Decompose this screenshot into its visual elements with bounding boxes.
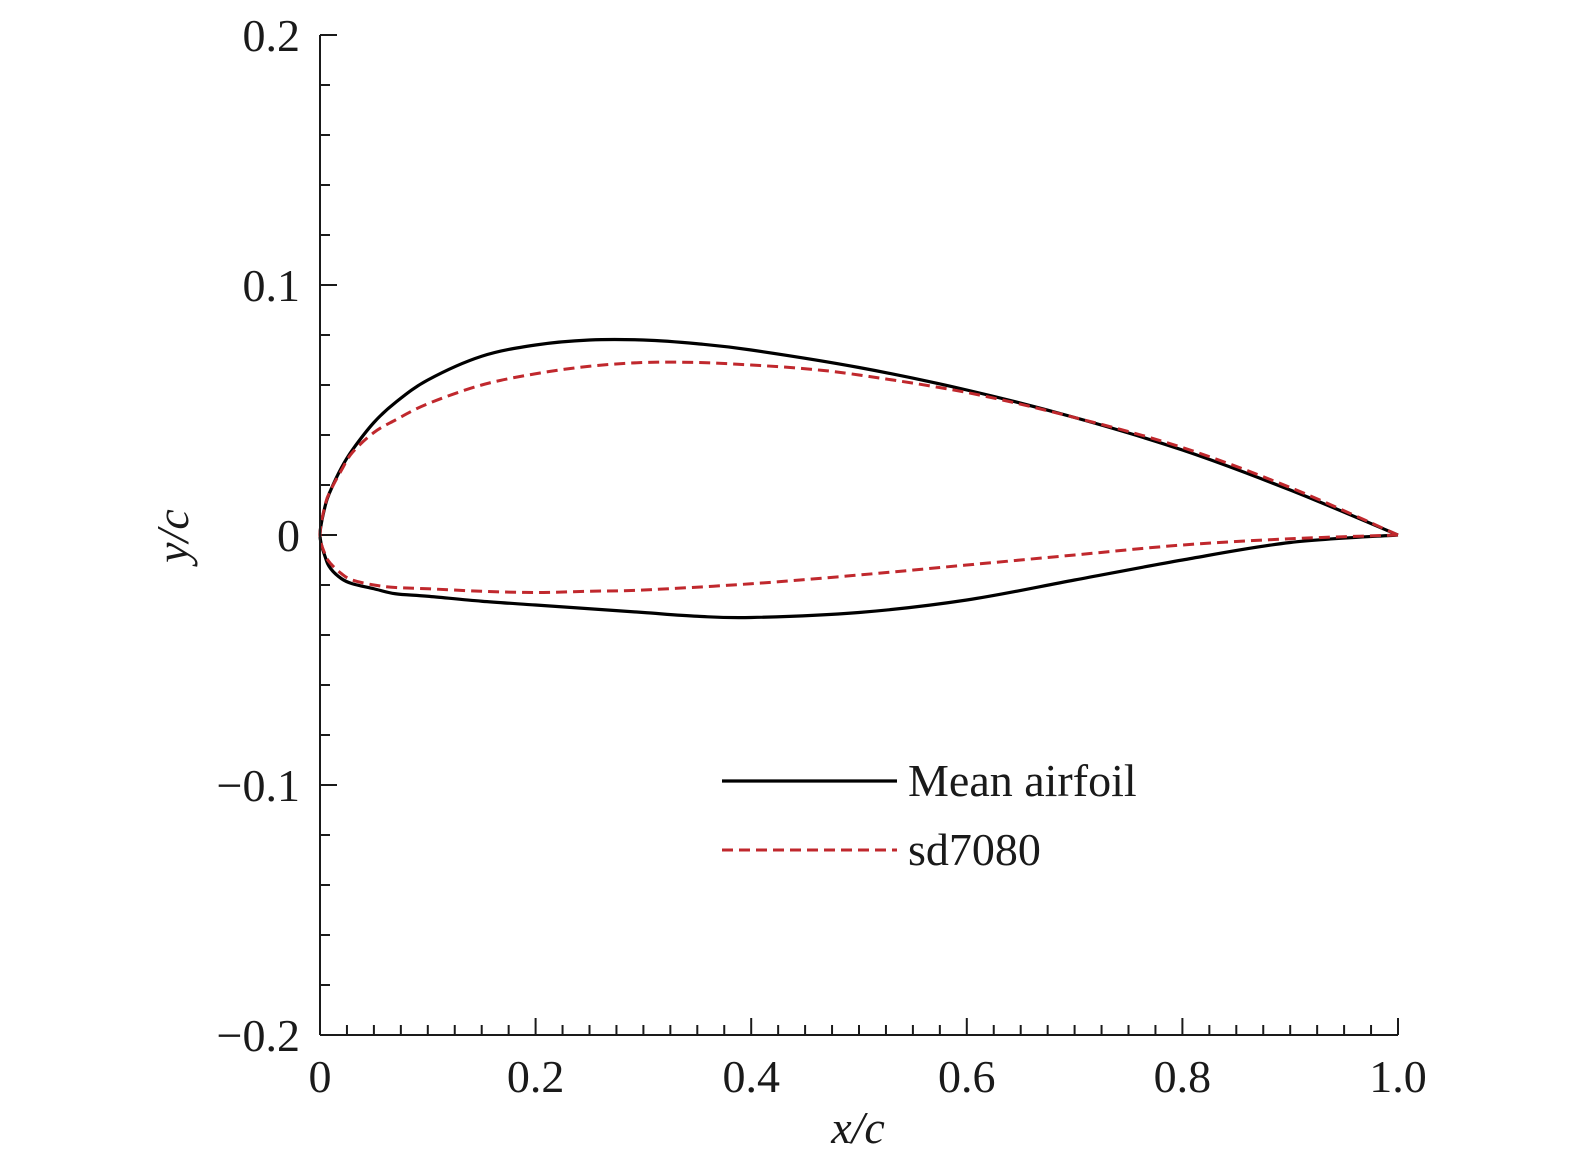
legend-label-sd7080: sd7080 — [908, 824, 1041, 875]
x-tick-label: 0.6 — [938, 1051, 996, 1102]
x-axis-label: x/c — [830, 1102, 885, 1153]
x-tick-label: 0 — [309, 1051, 332, 1102]
x-tick-label: 0.4 — [722, 1051, 780, 1102]
y-tick-label: 0.2 — [243, 10, 301, 61]
tick-labels: 0 0.2 0.4 0.6 0.8 1.0 0.2 0.1 0 −0.1 −0.2 — [217, 10, 1427, 1102]
series-layer — [318, 337, 1399, 620]
legend-label-mean-airfoil: Mean airfoil — [908, 755, 1137, 806]
x-tick-label: 1.0 — [1369, 1051, 1427, 1102]
x-tick-label: 0.2 — [507, 1051, 565, 1102]
minor-ticks — [320, 84, 1373, 1035]
y-tick-label: −0.2 — [217, 1010, 300, 1061]
y-tick-label: 0 — [277, 510, 300, 561]
x-tick-label: 0.8 — [1154, 1051, 1212, 1102]
y-axis-label: y/c — [147, 509, 198, 567]
y-tick-label: 0.1 — [243, 260, 301, 311]
y-tick-label: −0.1 — [217, 760, 300, 811]
legend: Mean airfoil sd7080 — [722, 755, 1137, 875]
series-line-sd7080 — [318, 360, 1399, 594]
series-line-mean-airfoil — [318, 337, 1399, 620]
major-ticks — [319, 34, 1399, 1036]
